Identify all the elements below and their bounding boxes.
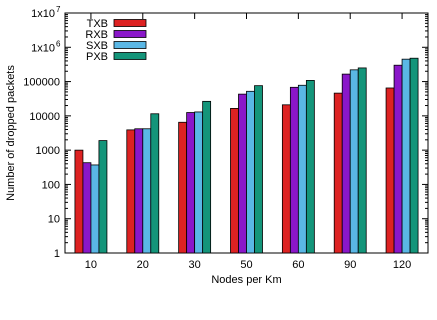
bar-rxb-90 (341, 73, 351, 254)
x-tick-label: 50 (240, 259, 252, 271)
y-tick-label: 100 (42, 179, 60, 191)
legend-swatch-txb (113, 19, 147, 27)
bar-sxb-60 (297, 84, 307, 254)
bar-rxb-10 (82, 162, 92, 254)
legend-label-rxb: RXB (85, 29, 108, 41)
bar-pxb-20 (150, 113, 160, 254)
bar-rxb-60 (289, 86, 299, 254)
legend-swatch-pxb (113, 52, 147, 60)
bar-sxb-50 (246, 90, 255, 254)
bar-txb-60 (281, 104, 291, 254)
bar-rxb-30 (186, 112, 196, 254)
bar-txb-10 (74, 149, 84, 254)
bar-txb-90 (333, 92, 343, 254)
legend-label-pxb: PXB (86, 51, 108, 63)
bar-pxb-10 (98, 140, 108, 254)
legend-swatch-sxb (113, 41, 147, 49)
bar-rxb-20 (134, 128, 144, 254)
x-tick-label: 30 (189, 259, 201, 271)
y-tick-label: 1x10 (31, 42, 55, 54)
x-tick-labels: 10 20 30 50 60 90 120 (85, 259, 411, 271)
bar-pxb-50 (254, 85, 263, 254)
y-tick-label: 1 (54, 248, 60, 260)
bar-txb-30 (178, 121, 188, 254)
bar-txb-50 (230, 108, 239, 254)
legend-label-txb: TXB (87, 18, 108, 30)
bar-sxb-90 (349, 69, 359, 254)
bar-sxb-120 (401, 58, 411, 254)
x-tick-label: 60 (292, 259, 304, 271)
bar-pxb-60 (305, 80, 315, 254)
x-axis-label: Nodes per Km (211, 274, 281, 286)
bars-group (74, 57, 419, 254)
bar-sxb-10 (90, 164, 100, 254)
y-tick-label: 10 (48, 214, 60, 226)
bar-txb-120 (385, 87, 395, 254)
bar-pxb-90 (357, 67, 367, 254)
bar-rxb-120 (393, 64, 403, 254)
y-tick-label: 10000 (29, 111, 60, 123)
x-tick-label: 10 (85, 259, 97, 271)
x-tick-label: 90 (344, 259, 356, 271)
x-tick-label: 120 (393, 259, 411, 271)
x-tick-label: 20 (137, 259, 149, 271)
y-tick-exponent: 6 (56, 39, 61, 48)
bar-sxb-30 (194, 111, 204, 254)
y-tick-label: 1x10 (31, 8, 55, 20)
bar-txb-20 (126, 129, 136, 254)
bar-pxb-30 (202, 100, 212, 254)
bar-rxb-50 (238, 93, 247, 254)
y-tick-label: 100000 (23, 77, 60, 89)
y-tick-exponent: 7 (56, 5, 61, 14)
bar-sxb-20 (142, 128, 152, 254)
legend-swatch-rxb (113, 30, 147, 38)
legend-label-sxb: SXB (86, 40, 108, 52)
bar-pxb-120 (409, 57, 419, 254)
y-axis-label: Number of dropped packets (5, 65, 17, 201)
y-tick-label: 1000 (36, 145, 60, 157)
